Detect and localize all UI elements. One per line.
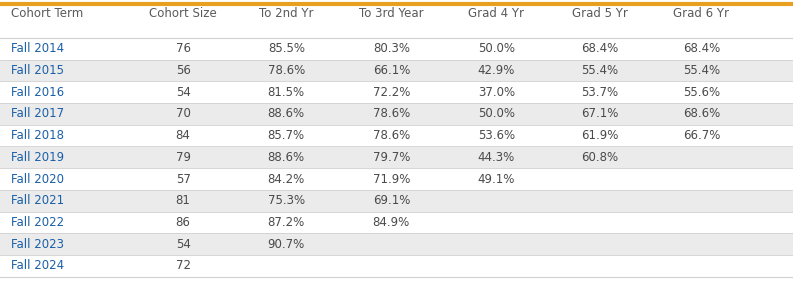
Text: 88.6%: 88.6% <box>268 108 305 120</box>
Text: 87.2%: 87.2% <box>268 216 305 229</box>
Text: 78.6%: 78.6% <box>373 108 410 120</box>
Text: 55.4%: 55.4% <box>683 64 720 77</box>
Text: 75.3%: 75.3% <box>268 194 305 207</box>
Text: 90.7%: 90.7% <box>268 238 305 251</box>
Text: 85.5%: 85.5% <box>268 42 305 55</box>
Text: 56: 56 <box>176 64 190 77</box>
Text: Grad 5 Yr: Grad 5 Yr <box>572 7 627 20</box>
Text: 68.4%: 68.4% <box>683 42 720 55</box>
Text: 54: 54 <box>176 86 190 99</box>
Text: 37.0%: 37.0% <box>478 86 515 99</box>
Text: 78.6%: 78.6% <box>268 64 305 77</box>
Text: 71.9%: 71.9% <box>373 173 410 185</box>
Text: 53.6%: 53.6% <box>478 129 515 142</box>
Text: To 2nd Yr: To 2nd Yr <box>259 7 313 20</box>
Text: Fall 2014: Fall 2014 <box>11 42 64 55</box>
Text: To 3rd Year: To 3rd Year <box>359 7 423 20</box>
Text: 86: 86 <box>176 216 190 229</box>
Text: Fall 2018: Fall 2018 <box>11 129 64 142</box>
Text: Cohort Term: Cohort Term <box>11 7 83 20</box>
Text: 68.6%: 68.6% <box>683 108 720 120</box>
Text: 50.0%: 50.0% <box>478 42 515 55</box>
Text: 57: 57 <box>176 173 190 185</box>
Text: 53.7%: 53.7% <box>581 86 618 99</box>
Text: 55.4%: 55.4% <box>581 64 618 77</box>
Text: Cohort Size: Cohort Size <box>149 7 217 20</box>
Text: 54: 54 <box>176 238 190 251</box>
Text: 76: 76 <box>176 42 190 55</box>
Text: 72: 72 <box>176 259 190 272</box>
Text: 79.7%: 79.7% <box>373 151 410 164</box>
Text: 88.6%: 88.6% <box>268 151 305 164</box>
Text: 85.7%: 85.7% <box>268 129 305 142</box>
Text: Fall 2015: Fall 2015 <box>11 64 64 77</box>
Text: 84.9%: 84.9% <box>373 216 410 229</box>
Text: 79: 79 <box>176 151 190 164</box>
Text: 42.9%: 42.9% <box>477 64 515 77</box>
Text: 49.1%: 49.1% <box>477 173 515 185</box>
Text: Fall 2017: Fall 2017 <box>11 108 64 120</box>
Text: Grad 4 Yr: Grad 4 Yr <box>469 7 524 20</box>
Text: Fall 2022: Fall 2022 <box>11 216 64 229</box>
Text: 60.8%: 60.8% <box>581 151 618 164</box>
Text: 61.9%: 61.9% <box>580 129 619 142</box>
Text: 68.4%: 68.4% <box>581 42 618 55</box>
Text: 67.1%: 67.1% <box>580 108 619 120</box>
Text: Fall 2023: Fall 2023 <box>11 238 64 251</box>
Text: Fall 2021: Fall 2021 <box>11 194 64 207</box>
Text: Grad 6 Yr: Grad 6 Yr <box>673 7 730 20</box>
Text: 84: 84 <box>176 129 190 142</box>
Text: 70: 70 <box>176 108 190 120</box>
Text: Fall 2024: Fall 2024 <box>11 259 64 272</box>
Text: 69.1%: 69.1% <box>373 194 410 207</box>
Text: 50.0%: 50.0% <box>478 108 515 120</box>
Text: Fall 2016: Fall 2016 <box>11 86 64 99</box>
Text: 81: 81 <box>176 194 190 207</box>
Text: 84.2%: 84.2% <box>268 173 305 185</box>
Text: 80.3%: 80.3% <box>373 42 410 55</box>
Text: 66.7%: 66.7% <box>683 129 720 142</box>
Text: 66.1%: 66.1% <box>373 64 410 77</box>
Text: 78.6%: 78.6% <box>373 129 410 142</box>
Text: Fall 2019: Fall 2019 <box>11 151 64 164</box>
Text: 55.6%: 55.6% <box>683 86 720 99</box>
Text: Fall 2020: Fall 2020 <box>11 173 64 185</box>
Text: 72.2%: 72.2% <box>373 86 410 99</box>
Text: 81.5%: 81.5% <box>268 86 305 99</box>
Text: 44.3%: 44.3% <box>478 151 515 164</box>
